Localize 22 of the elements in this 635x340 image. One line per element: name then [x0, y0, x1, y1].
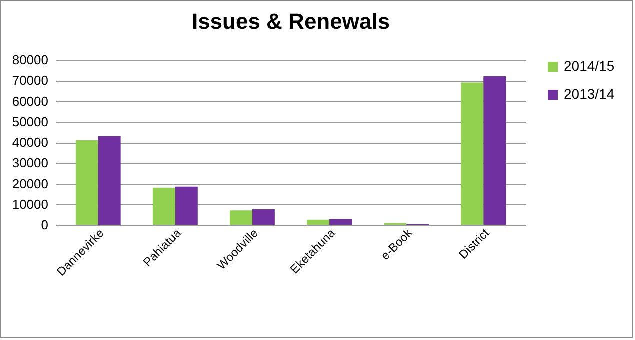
bar	[152, 188, 176, 225]
chart-title: Issues & Renewals	[192, 9, 390, 34]
bar	[76, 140, 98, 225]
y-tick-label: 0	[41, 218, 48, 232]
bar	[230, 210, 252, 225]
legend-label: 2014/15	[564, 58, 615, 74]
bar	[98, 136, 121, 225]
y-tick-label: 20000	[12, 176, 48, 192]
legend-label: 2013/14	[564, 86, 615, 102]
bar	[484, 76, 506, 225]
y-tick-label: 70000	[12, 73, 48, 88]
bar	[307, 220, 330, 225]
y-tick-label: 50000	[12, 114, 48, 130]
bar	[252, 210, 275, 225]
y-tick-label: 10000	[12, 196, 48, 212]
bar	[461, 82, 484, 225]
y-tick-label: 60000	[12, 94, 48, 109]
y-tick-label: 30000	[12, 156, 48, 171]
bar	[330, 219, 352, 225]
bar	[175, 186, 198, 225]
y-tick-label: 40000	[12, 135, 48, 150]
y-tick-label: 80000	[12, 52, 48, 68]
